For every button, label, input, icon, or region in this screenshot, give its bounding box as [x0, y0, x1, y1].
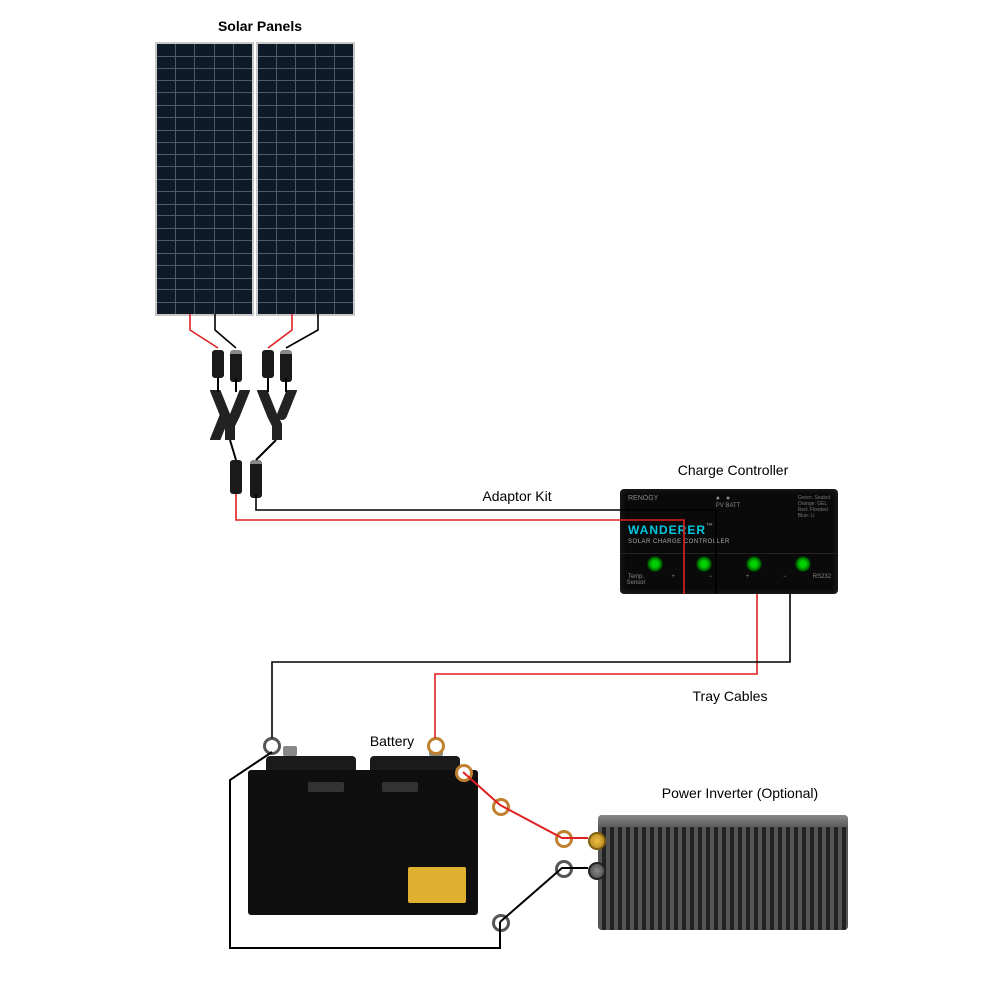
temp-label: Temp.Sensor	[626, 574, 646, 586]
pv-minus: −	[700, 574, 720, 586]
adaptor-kit-label: Adaptor Kit	[472, 488, 562, 504]
ring-terminal	[263, 737, 281, 755]
y-branch-connector	[252, 390, 302, 445]
solar-panels-label: Solar Panels	[210, 18, 310, 34]
controller-subtitle: SOLAR CHARGE CONTROLLER	[620, 539, 838, 549]
ring-terminal	[492, 914, 510, 932]
ring-terminal	[427, 737, 445, 755]
terminal-icon	[746, 556, 762, 572]
solar-panel-2	[256, 42, 355, 316]
mc4-connector	[230, 460, 242, 494]
battery	[248, 770, 478, 915]
y-branch-connector	[205, 390, 255, 445]
batt-plus: +	[738, 574, 758, 586]
controller-leds: ● ●PV BATT	[716, 495, 741, 519]
ring-terminal	[555, 830, 573, 848]
inverter-terminal-pos	[588, 832, 606, 850]
mc4-connector	[230, 350, 242, 382]
mc4-connector	[250, 460, 262, 498]
solar-panel-1	[155, 42, 254, 316]
ring-terminal	[492, 798, 510, 816]
charge-controller-label: Charge Controller	[658, 462, 808, 478]
ring-terminal	[555, 860, 573, 878]
power-inverter	[598, 815, 848, 930]
controller-brand-small: RENOGY	[628, 495, 658, 519]
terminal-icon	[696, 556, 712, 572]
mc4-connector	[262, 350, 274, 378]
mc4-connector	[212, 350, 224, 378]
terminal-icon	[647, 556, 663, 572]
mc4-connector	[280, 350, 292, 382]
power-inverter-label: Power Inverter (Optional)	[640, 785, 840, 801]
controller-model: WANDERER™	[620, 521, 838, 539]
controller-legend: Green: Sealed Orange: GEL Red: Flooded B…	[798, 495, 830, 519]
rs232-label: RS232	[812, 574, 832, 586]
ring-terminal	[455, 764, 473, 782]
charge-controller: RENOGY ● ●PV BATT Green: Sealed Orange: …	[620, 489, 838, 594]
pv-plus: +	[663, 574, 683, 586]
terminal-icon	[795, 556, 811, 572]
inverter-terminal-neg	[588, 862, 606, 880]
battery-sticker	[408, 867, 466, 903]
battery-label: Battery	[352, 733, 432, 749]
batt-minus: −	[775, 574, 795, 586]
tray-cables-label: Tray Cables	[680, 688, 780, 704]
